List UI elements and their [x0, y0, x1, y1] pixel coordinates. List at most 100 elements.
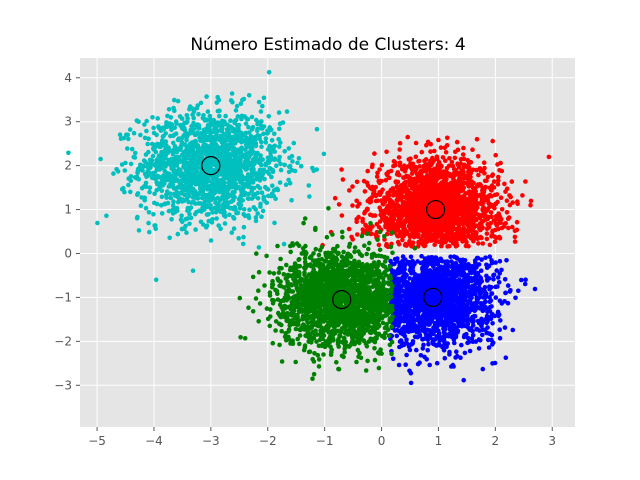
data-point — [398, 209, 403, 215]
data-point — [390, 356, 396, 362]
data-point — [223, 184, 228, 190]
data-point — [447, 156, 452, 161]
data-point — [173, 119, 179, 124]
data-point — [346, 226, 352, 232]
data-point — [228, 140, 234, 145]
data-point — [128, 189, 133, 195]
data-point — [454, 349, 459, 355]
data-point — [456, 226, 462, 232]
data-point — [377, 205, 383, 210]
data-point — [259, 190, 265, 195]
data-point — [236, 166, 242, 172]
data-point — [232, 134, 238, 139]
data-point — [471, 197, 476, 203]
data-point — [187, 211, 192, 217]
data-point — [164, 150, 170, 155]
data-point — [474, 136, 480, 142]
data-point — [495, 182, 501, 187]
data-point — [241, 207, 247, 212]
data-point — [231, 152, 236, 157]
data-point — [398, 216, 403, 222]
data-point — [216, 203, 222, 209]
data-point — [238, 148, 244, 154]
data-point — [434, 360, 440, 366]
data-point — [523, 277, 528, 283]
data-point — [436, 202, 442, 207]
data-point — [487, 242, 493, 248]
data-point — [444, 188, 450, 193]
data-point — [422, 175, 427, 181]
data-point — [473, 236, 478, 241]
data-point — [196, 126, 202, 131]
data-point — [469, 213, 475, 218]
data-point — [404, 352, 409, 358]
data-point — [289, 167, 295, 173]
data-point — [448, 254, 453, 260]
data-point — [383, 223, 389, 229]
data-point — [127, 127, 133, 132]
data-point — [270, 148, 276, 153]
data-point — [187, 154, 193, 160]
data-point — [491, 273, 496, 278]
data-point — [432, 190, 438, 196]
data-point — [387, 224, 392, 229]
data-point — [367, 196, 372, 202]
data-point — [263, 140, 269, 145]
data-point — [419, 169, 424, 175]
data-point — [166, 171, 172, 177]
data-point — [220, 118, 225, 124]
data-point — [454, 240, 459, 245]
data-point — [207, 134, 213, 139]
data-point — [421, 201, 427, 207]
data-point — [447, 352, 452, 357]
data-point — [477, 166, 483, 171]
data-point — [156, 125, 162, 131]
data-point — [163, 201, 168, 206]
data-point — [243, 121, 249, 126]
data-point — [228, 157, 234, 163]
data-point — [208, 238, 214, 243]
data-point — [488, 210, 494, 215]
data-point — [376, 242, 382, 248]
data-point — [133, 150, 138, 156]
data-point — [451, 201, 457, 206]
data-point — [218, 187, 223, 193]
data-point — [267, 165, 273, 171]
data-point — [197, 208, 202, 214]
data-point — [430, 155, 435, 161]
data-point — [371, 188, 377, 194]
data-point — [256, 99, 262, 105]
data-point — [213, 200, 218, 205]
data-point — [415, 224, 421, 230]
data-point — [170, 179, 175, 185]
data-point — [196, 111, 201, 117]
data-point — [125, 132, 130, 138]
data-point — [176, 136, 182, 141]
data-point — [424, 142, 429, 148]
data-point — [416, 197, 421, 202]
data-point — [385, 192, 391, 198]
data-point — [409, 165, 414, 171]
data-point — [410, 179, 415, 185]
data-point — [147, 189, 152, 195]
data-point — [419, 236, 424, 241]
data-point — [165, 113, 170, 119]
data-point — [241, 212, 246, 217]
data-point — [98, 156, 103, 162]
data-point — [231, 190, 237, 196]
data-point — [378, 190, 384, 195]
data-point — [520, 193, 525, 198]
data-point — [197, 151, 202, 157]
data-point — [143, 180, 149, 186]
data-point — [465, 216, 470, 221]
data-point — [159, 211, 165, 216]
data-point — [123, 160, 128, 166]
data-point — [392, 203, 398, 208]
data-point — [503, 221, 509, 226]
data-point — [241, 163, 246, 168]
data-point — [484, 277, 490, 283]
data-point — [190, 179, 196, 185]
data-point — [228, 199, 234, 204]
data-point — [432, 236, 438, 241]
data-point — [223, 132, 229, 137]
